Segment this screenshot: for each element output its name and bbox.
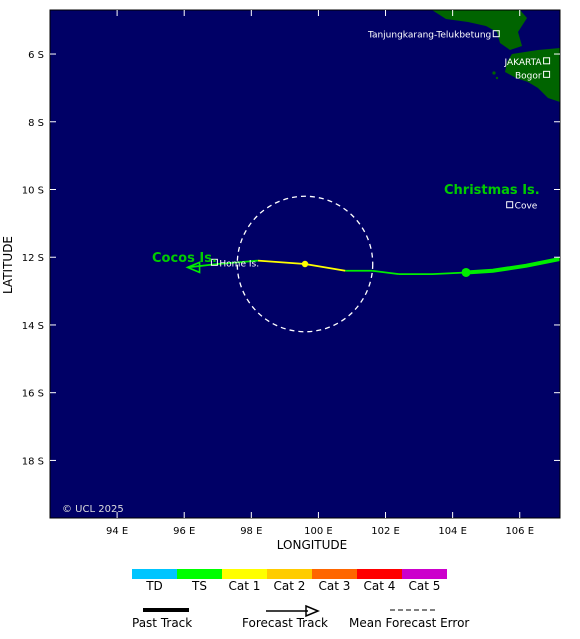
intensity-swatch: [222, 569, 267, 579]
intensity-label: Cat 1: [228, 579, 261, 593]
intensity-swatch: [312, 569, 357, 579]
intensity-swatch: [357, 569, 402, 579]
land-java-west: [505, 48, 560, 102]
intensity-label: Cat 3: [318, 579, 351, 593]
forecast-track-segment: [187, 263, 218, 269]
intensity-label: TS: [192, 579, 207, 593]
intensity-label: Cat 2: [273, 579, 306, 593]
copyright-credit: © UCL 2025: [62, 504, 124, 515]
forecast-track-segment: [432, 271, 467, 276]
lon-tick-label: 98 E: [240, 526, 262, 537]
land-sumatra-south: [432, 10, 527, 50]
y-axis-title: LATITUDE: [1, 235, 15, 295]
mean-forecast-error-circle: [236, 195, 374, 333]
place-marker-icon: [543, 57, 551, 65]
map-frame: [49, 9, 561, 519]
lat-tick-label: 12 S: [22, 253, 44, 264]
lon-tick-label: 100 E: [304, 526, 333, 537]
lon-tick-label: 102 E: [371, 526, 400, 537]
island-label-christmas: Christmas Is.: [444, 183, 540, 198]
place-label: Cove: [515, 202, 538, 212]
small-island: [492, 71, 496, 75]
forecast-position-marker: [301, 260, 309, 268]
place-label: JAKARTA: [503, 58, 542, 68]
legend-mean-error: Mean Forecast Error: [349, 616, 470, 630]
lon-tick-label: 96 E: [173, 526, 195, 537]
place-marker-icon: [543, 70, 551, 78]
place-label: Home Is.: [219, 259, 259, 269]
lon-tick-label: 94 E: [106, 526, 128, 537]
forecast-track-segment: [304, 263, 346, 272]
place-marker-icon: [506, 201, 514, 209]
place-marker-icon: [492, 30, 500, 38]
lon-tick-label: 106 E: [505, 526, 534, 537]
forecast-arrow-icon: [185, 261, 201, 274]
place-marker-icon: [210, 258, 218, 266]
intensity-swatch: [177, 569, 222, 579]
lat-tick-label: 18 S: [22, 456, 44, 467]
lat-tick-label: 14 S: [22, 321, 44, 332]
legend-forecast-track: Forecast Track: [242, 616, 328, 630]
intensity-swatch: [402, 569, 447, 579]
intensity-label: Cat 5: [408, 579, 441, 593]
intensity-swatch: [267, 569, 312, 579]
x-axis-title: LONGITUDE: [276, 538, 348, 552]
forecast-arrow-icon: [305, 604, 320, 618]
intensity-scale: [132, 569, 447, 579]
intensity-swatch: [132, 569, 177, 579]
lat-tick-label: 16 S: [22, 389, 44, 400]
legend-past-track: Past Track: [132, 616, 193, 630]
place-label: Tanjungkarang-Telukbetung: [367, 31, 491, 41]
lat-tick-label: 6 S: [28, 50, 44, 61]
place-label: Bogor: [515, 71, 542, 81]
lon-tick-label: 104 E: [438, 526, 467, 537]
forecast-track-segment: [371, 269, 400, 276]
forecast-track-segment: [257, 259, 306, 265]
current-position-marker: [461, 267, 471, 277]
island-label-cocos: Cocos Is.: [152, 251, 217, 266]
lat-tick-label: 8 S: [28, 118, 44, 129]
intensity-label: TD: [146, 579, 163, 593]
intensity-label: Cat 4: [363, 579, 396, 593]
lat-tick-label: 10 S: [22, 185, 44, 196]
forecast-track-segment: [217, 259, 259, 265]
past-track-line: [465, 256, 560, 275]
small-island: [495, 76, 499, 80]
